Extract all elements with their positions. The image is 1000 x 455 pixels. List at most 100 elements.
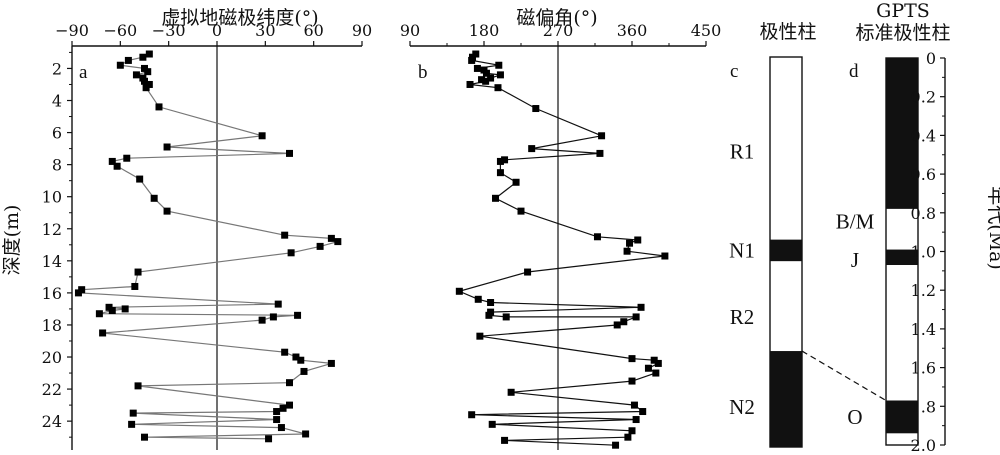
panel-b-data-point	[623, 247, 631, 255]
panel-a-data-point	[287, 249, 295, 257]
panel-a-data-point	[281, 231, 289, 239]
panel-a-data-point	[281, 348, 289, 356]
panel-b-data-point	[496, 71, 504, 79]
panel-a-data-point	[131, 282, 139, 290]
panel-c-labels: R1 N1 R2 N2	[729, 139, 755, 418]
panel-b-data-point	[478, 76, 486, 84]
panel-a-series-line	[76, 53, 340, 440]
panel-c-chron-label: N2	[729, 395, 755, 419]
panel-b-data-point	[593, 233, 601, 241]
panel-b-data-point	[502, 313, 510, 321]
panel-a-data-point	[141, 77, 148, 85]
panel-b-data-point	[596, 149, 604, 157]
panel-a-data-point	[139, 53, 147, 61]
panel-b-data-point	[628, 377, 636, 385]
panel-d-polarity-reversed-interval	[886, 208, 918, 250]
panel-a-data-point	[113, 162, 121, 170]
panel-b-data-point	[598, 132, 606, 140]
panel-d-title: GPTS	[876, 0, 930, 22]
panel-a-data-point	[124, 56, 132, 64]
panel-b-data-point	[473, 64, 481, 72]
panel-a-y-tick-label: 6	[52, 124, 62, 143]
panel-d: GPTS 标准极性柱 d B/M J O 0 0.2 0.4 0.6 0.8 1.0 1.2 1.…	[836, 0, 1000, 455]
panel-a-data-point	[265, 435, 273, 443]
panel-b-x-tick-label: 450	[691, 21, 722, 40]
panel-b-data-point	[492, 194, 500, 202]
panel-a-data-point	[150, 194, 158, 202]
panel-a-data-point	[279, 404, 287, 412]
panel-b-data-point	[501, 156, 509, 164]
panel-a-data-point	[292, 353, 300, 361]
panel-d-polarity-normal-interval	[886, 249, 918, 266]
panel-a-data-point	[121, 305, 129, 313]
panel-a-data-point	[134, 382, 142, 390]
panel-a-data-point	[144, 68, 152, 76]
panel-d-y-tick-label: 2.0	[911, 436, 936, 455]
panel-c-title: 极性柱	[759, 21, 816, 43]
panel-b-title: 磁偏角(°)	[516, 7, 597, 29]
panel-d-y-tick-label: 1.8	[911, 397, 936, 416]
panel-d-polarity-normal-interval	[886, 400, 918, 434]
correlation-dashed-line	[801, 350, 887, 402]
panel-b-data-point	[613, 321, 621, 329]
panel-a-data-point	[136, 175, 144, 183]
panel-a-y-tick-label: 22	[42, 380, 62, 399]
panel-a-data-point	[302, 430, 310, 438]
panel-b-data-point	[654, 359, 662, 367]
panel-a-y-axis-label: 深度(m)	[1, 205, 23, 276]
panel-b-data-point	[468, 411, 476, 419]
panel-b-x-ticks: 90 180 270 360 450	[400, 21, 721, 46]
panel-c-polarity-reversed-interval	[770, 261, 802, 352]
panel-c-letter: c	[730, 61, 738, 82]
panel-a-data-point	[129, 409, 137, 417]
panel-b-data-point	[468, 56, 476, 64]
panel-a-data-point	[273, 408, 281, 416]
panel-b-data-point	[644, 364, 652, 372]
panel-a-x-tick-label: 30	[255, 21, 275, 40]
panel-b-data-point	[494, 84, 502, 92]
panel-b-x-tick-label: 270	[543, 21, 574, 40]
panel-a-y-tick-label: 4	[52, 92, 62, 111]
panel-b-data-point	[612, 441, 620, 449]
panel-b-data-point	[626, 239, 634, 247]
panel-b-data-point	[501, 436, 509, 444]
panel-a-y-tick-label: 12	[42, 220, 62, 239]
panel-a-y-tick-label: 16	[42, 284, 62, 303]
panel-b-data-point	[496, 157, 504, 165]
panel-a-data-point	[145, 50, 153, 58]
panel-d-y-tick-label: 0.8	[911, 204, 936, 223]
panel-a-x-tick-label: −30	[152, 21, 186, 40]
panel-b-data-point	[517, 207, 525, 215]
panel-a-data-point	[128, 420, 136, 428]
panel-a-data-point	[123, 154, 131, 162]
panel-a-data-point	[74, 289, 82, 297]
correlation-line	[801, 350, 887, 402]
panel-a-data-point	[155, 103, 163, 111]
panel-a-data-point	[116, 61, 124, 69]
panel-a-data-point	[294, 311, 302, 319]
panel-d-polarity-reversed-interval	[886, 433, 918, 445]
panel-b-data-point	[495, 61, 503, 69]
panel-a-data-point	[269, 313, 277, 321]
panel-a-x-tick-label: 60	[303, 21, 323, 40]
panel-c-chron-label: R1	[730, 139, 755, 163]
panel-a-data-point	[286, 149, 293, 157]
panel-a-data-point	[163, 207, 171, 215]
panel-b-data-point	[652, 369, 660, 377]
panel-b-data-point	[632, 416, 640, 424]
panel-a-data-point	[297, 356, 305, 364]
panel-d-labels: B/M J O	[836, 210, 875, 429]
panel-d-y-tick-label: 0	[926, 49, 936, 68]
panel-b-data-point	[639, 408, 647, 416]
panel-d-y-axis-label: 年代(Ma)	[985, 186, 1000, 270]
panel-c: 极性柱 c R1 N1 R2 N2	[729, 21, 817, 448]
panel-b-data-point	[650, 356, 658, 364]
panel-a-data-point	[108, 157, 116, 165]
panel-a-data-point	[108, 307, 116, 315]
panel-d-chron-label: O	[847, 405, 862, 429]
panel-a-data-point	[273, 416, 281, 424]
panel-b-data-point	[634, 236, 642, 244]
panel-a-data-point	[300, 367, 308, 375]
panel-a-data-point	[142, 84, 150, 92]
panel-a-data-point	[134, 268, 142, 276]
